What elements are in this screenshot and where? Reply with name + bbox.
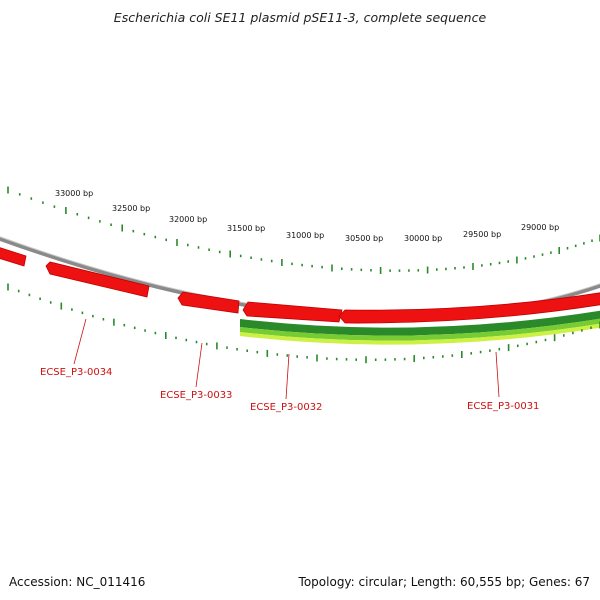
scale-label: 30000 bp (404, 234, 442, 243)
gene-ECSE_P3-0033[interactable] (177, 291, 240, 314)
reverse-gene-band[interactable] (240, 310, 600, 345)
gene-ECSE_P3-0031[interactable] (338, 292, 600, 324)
inner-scale-ticks (7, 283, 600, 364)
callout-line-0031 (495, 351, 500, 398)
callout-line-0033 (195, 342, 203, 388)
gene-callout-lines (73, 318, 500, 400)
gene-ECSE_P3-0032[interactable] (242, 301, 343, 323)
scale-label: 29500 bp (463, 230, 501, 239)
scale-labels: 33000 bp 32500 bp 32000 bp 31500 bp 3100… (55, 189, 559, 243)
gene-label-0033[interactable]: ECSE_P3-0033 (160, 390, 232, 401)
reverse-gene-dark (240, 310, 600, 336)
scale-label: 32500 bp (112, 204, 150, 213)
gene-label-0034[interactable]: ECSE_P3-0034 (40, 367, 112, 378)
map-title: Escherichia coli SE11 plasmid pSE11-3, c… (113, 10, 487, 25)
gene-ECSE_P3-0035[interactable] (0, 246, 27, 267)
gene-ECSE_P3-0034[interactable] (45, 261, 150, 298)
scale-label: 29000 bp (521, 223, 559, 232)
scale-label: 32000 bp (169, 215, 207, 224)
forward-genes (0, 246, 600, 324)
topology-summary: Topology: circular; Length: 60,555 bp; G… (298, 575, 590, 589)
scale-label: 30500 bp (345, 234, 383, 243)
callout-line-0034 (73, 318, 87, 365)
outer-scale-ticks (7, 186, 600, 274)
gene-label-0032[interactable]: ECSE_P3-0032 (250, 402, 322, 413)
gene-labels: ECSE_P3-0034 ECSE_P3-0033 ECSE_P3-0032 E… (40, 367, 539, 413)
scale-label: 33000 bp (55, 189, 93, 198)
callout-line-0032 (285, 353, 290, 400)
scale-label: 31000 bp (286, 231, 324, 240)
gene-label-0031[interactable]: ECSE_P3-0031 (467, 401, 539, 412)
reverse-gene-mid (240, 318, 600, 341)
accession-text: Accession: NC_011416 (9, 575, 146, 589)
reverse-gene-light (240, 323, 600, 345)
scale-label: 31500 bp (227, 224, 265, 233)
